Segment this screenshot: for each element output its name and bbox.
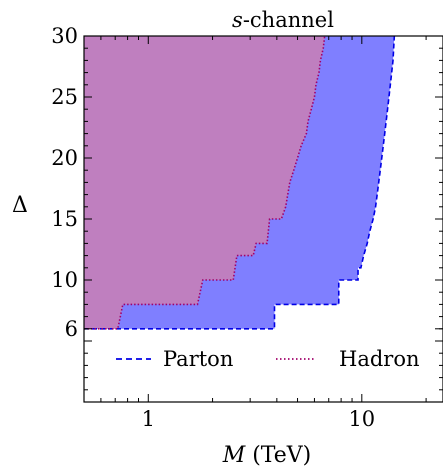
y-tick-label: 10 — [51, 268, 78, 292]
y-axis-label: Δ — [12, 193, 28, 218]
y-tick-label: 30 — [51, 24, 78, 48]
x-tick-label: 1 — [142, 407, 155, 431]
y-tick-label: 6 — [65, 317, 78, 341]
tick-labels: 1 10 6 10 15 20 25 30 — [51, 24, 375, 431]
hadron-region — [84, 36, 325, 329]
x-axis-label-italic: M — [222, 443, 246, 468]
y-tick-label: 15 — [51, 207, 78, 231]
x-axis-label: M (TeV) — [222, 443, 312, 468]
legend-label-hadron: Hadron — [339, 347, 419, 371]
legend-label-parton: Parton — [163, 347, 233, 371]
y-tick-label: 20 — [51, 146, 78, 170]
chart-title-rest: -channel — [243, 8, 334, 32]
parton-boundary-line — [84, 36, 396, 330]
ticks — [83, 35, 443, 403]
x-axis-label-rest: (TeV) — [245, 443, 311, 468]
chart-title-italic: s — [232, 8, 243, 32]
legend: Parton Hadron — [116, 347, 419, 371]
chart-title: s-channel — [232, 8, 334, 32]
y-tick-label: 25 — [51, 85, 78, 109]
plot-area — [84, 36, 396, 330]
x-tick-label: 10 — [348, 407, 375, 431]
